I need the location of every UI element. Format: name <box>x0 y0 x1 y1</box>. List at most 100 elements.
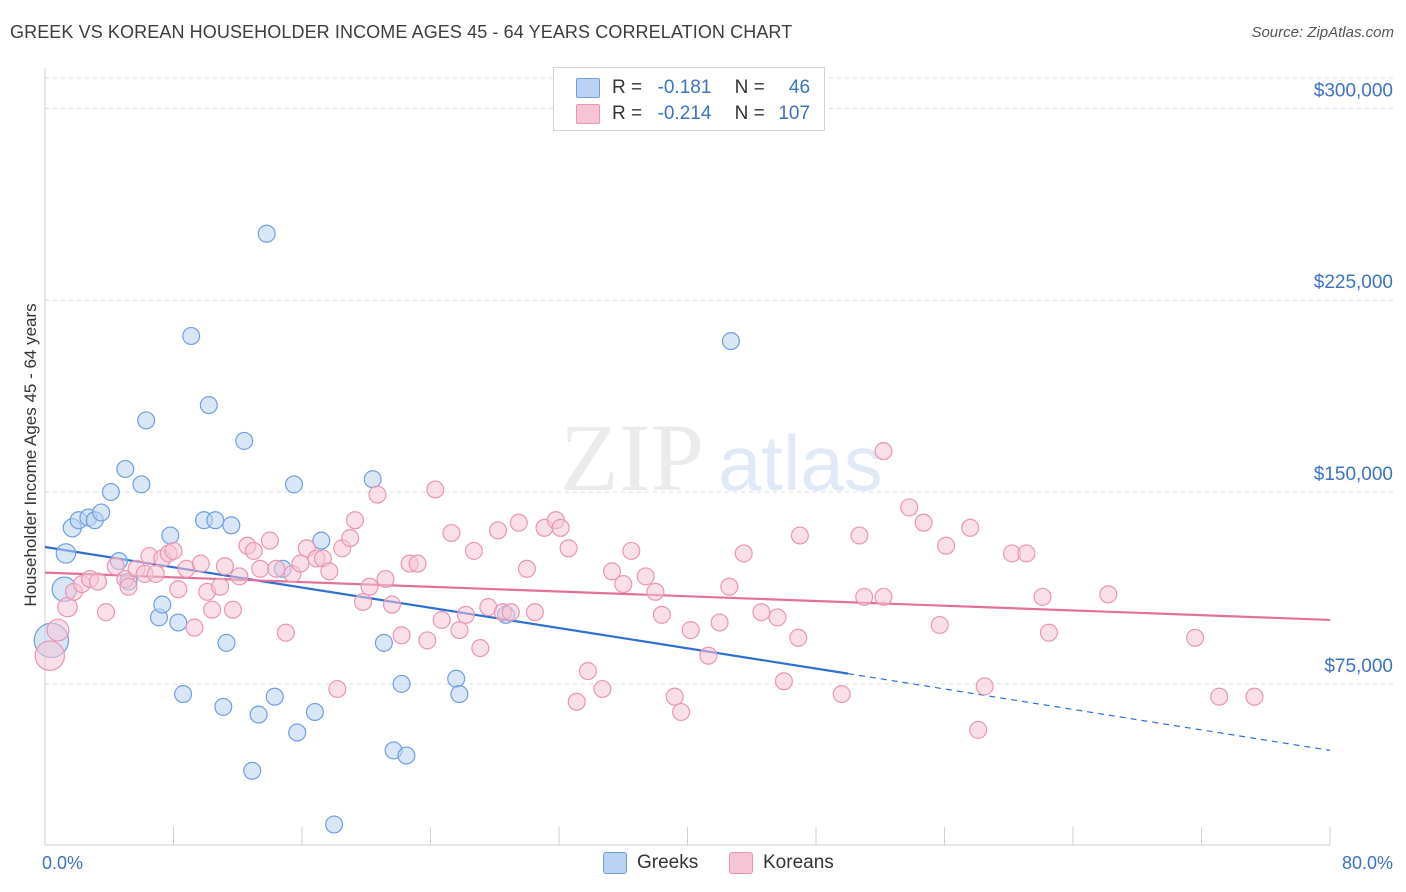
data-point-greeks <box>101 482 120 502</box>
data-point-greeks <box>257 224 276 243</box>
data-point-koreans <box>432 610 451 629</box>
data-point-greeks <box>199 396 218 415</box>
data-point-greeks <box>363 470 382 489</box>
data-point-koreans <box>244 541 263 560</box>
data-point-greeks <box>447 669 466 688</box>
data-point-koreans <box>752 603 771 622</box>
bottom-legend-koreans: Koreans <box>729 852 834 874</box>
data-point-koreans <box>874 442 893 461</box>
data-point-koreans <box>382 595 402 614</box>
data-point-greeks <box>222 516 241 535</box>
data-point-koreans <box>774 672 793 691</box>
data-point-koreans <box>602 562 622 581</box>
data-point-greeks <box>243 761 262 780</box>
data-point-koreans <box>874 587 893 606</box>
data-point-koreans <box>975 677 994 696</box>
data-point-koreans <box>1245 687 1264 706</box>
data-point-greeks <box>116 459 135 479</box>
data-point-koreans <box>1186 628 1205 647</box>
data-point-koreans <box>345 511 365 530</box>
data-point-koreans <box>360 577 379 596</box>
data-point-koreans <box>593 679 612 699</box>
data-point-koreans <box>1099 585 1118 604</box>
y-tick-label: $225,000 <box>1314 272 1393 293</box>
data-point-greeks <box>288 723 307 742</box>
watermark: ZIP atlas <box>560 404 883 511</box>
gridlines <box>45 77 1393 685</box>
data-point-koreans <box>96 603 116 622</box>
data-point-koreans <box>969 720 988 739</box>
data-point-koreans <box>34 640 66 671</box>
data-point-koreans <box>376 569 395 589</box>
data-point-koreans <box>720 577 739 596</box>
legend-r-label: R = <box>612 103 643 124</box>
data-point-koreans <box>665 687 684 706</box>
data-point-koreans <box>900 498 919 517</box>
data-point-koreans <box>291 554 310 573</box>
data-point-koreans <box>260 531 279 550</box>
data-point-greeks <box>312 531 331 550</box>
data-point-koreans <box>768 608 787 627</box>
data-point-koreans <box>471 639 490 658</box>
data-point-koreans <box>164 541 183 560</box>
y-tick-label: $75,000 <box>1324 656 1393 677</box>
data-point-koreans <box>328 679 347 699</box>
data-point-koreans <box>418 631 437 650</box>
data-point-koreans <box>636 567 655 586</box>
data-point-koreans <box>169 580 188 599</box>
data-point-koreans <box>276 623 295 642</box>
data-point-greeks <box>169 613 188 632</box>
data-point-koreans <box>850 526 869 545</box>
data-point-greeks <box>206 511 225 530</box>
data-point-koreans <box>930 615 949 635</box>
data-point-greeks <box>235 431 254 450</box>
data-point-greeks <box>137 411 156 430</box>
watermark-zip: ZIP <box>560 404 704 511</box>
data-point-koreans <box>464 541 483 560</box>
data-point-koreans <box>699 646 718 665</box>
data-point-koreans <box>710 613 729 632</box>
data-point-koreans <box>551 518 570 537</box>
data-point-koreans <box>501 603 520 622</box>
data-point-koreans <box>961 518 980 537</box>
data-point-koreans <box>267 559 286 578</box>
data-point-koreans <box>578 662 597 681</box>
data-point-koreans <box>488 521 508 540</box>
bottom-legend-label-koreans: Koreans <box>763 852 834 873</box>
bottom-legend: Greeks Koreans <box>0 852 1406 878</box>
data-point-koreans <box>789 628 808 647</box>
x-tick-label-min: 0.0% <box>42 853 83 873</box>
data-point-koreans <box>106 557 125 576</box>
data-point-greeks <box>161 526 180 545</box>
data-point-koreans <box>1033 587 1052 606</box>
legend-n-value-greeks: 46 <box>788 77 811 98</box>
data-point-koreans <box>426 480 445 499</box>
data-point-koreans <box>525 603 544 622</box>
data-point-greeks <box>182 326 201 346</box>
data-point-koreans <box>191 554 210 573</box>
data-point-greeks <box>392 674 411 693</box>
legend-r-value-koreans: -0.214 <box>657 103 712 124</box>
watermark-atlas: atlas <box>718 419 883 507</box>
legend-swatch-greeks <box>576 78 600 98</box>
data-point-koreans <box>790 526 809 545</box>
data-point-koreans <box>230 567 249 586</box>
data-point-koreans <box>622 541 641 560</box>
data-point-greeks <box>305 702 324 722</box>
y-tick-label: $300,000 <box>1314 80 1393 101</box>
data-point-greeks <box>132 475 151 494</box>
axes <box>44 68 1331 846</box>
bottom-legend-greeks: Greeks <box>603 852 698 874</box>
data-point-koreans <box>46 618 70 642</box>
legend-swatch-koreans <box>576 104 600 124</box>
data-point-koreans <box>368 485 387 504</box>
y-tick-labels: $75,000 $150,000 $225,000 $300,000 <box>1314 80 1393 676</box>
data-point-koreans <box>353 592 373 612</box>
trend-line-extension-greeks <box>848 673 1331 751</box>
data-point-koreans <box>652 605 671 624</box>
legend-r-value-greeks: -0.181 <box>657 77 712 98</box>
y-axis-label: Householder Income Ages 45 - 64 years <box>21 303 40 606</box>
data-point-koreans <box>855 587 874 606</box>
data-point-greeks <box>265 687 284 706</box>
